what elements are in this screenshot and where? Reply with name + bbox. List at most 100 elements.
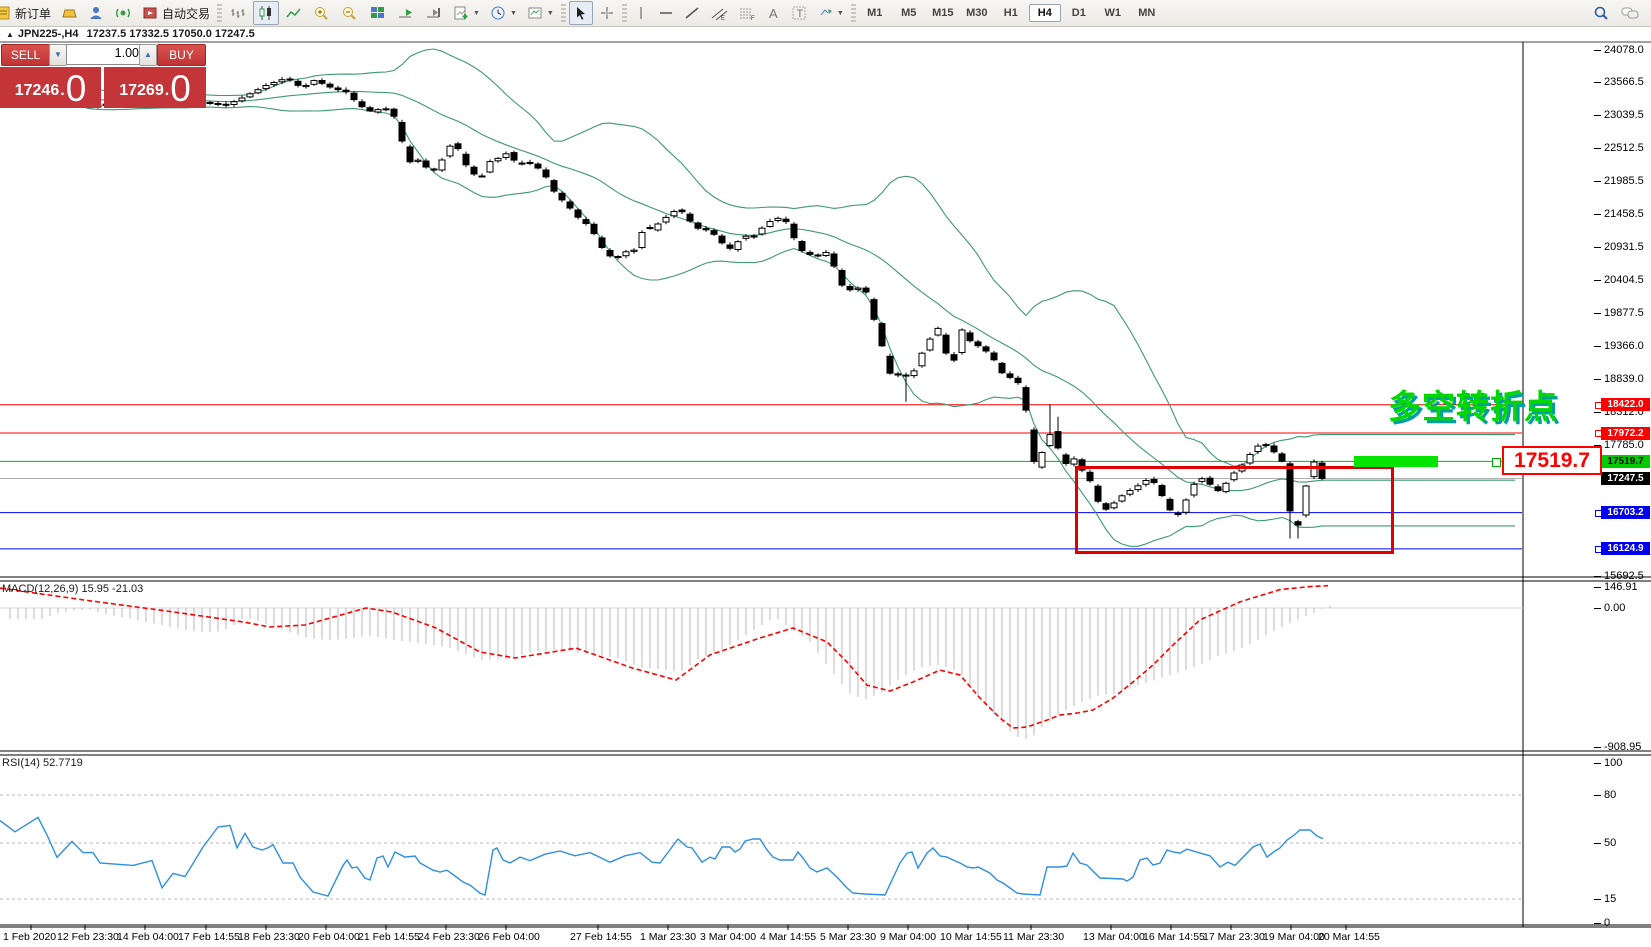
timeframe-m5-button[interactable]: M5 [901,7,917,19]
rsi-axis-label: 0 [1594,917,1610,929]
time-axis-label: 27 Feb 14:55 [570,931,632,943]
sell-price-button[interactable]: 17246. 0 [0,67,101,108]
horizontal-line-button[interactable] [654,1,678,25]
search-button[interactable] [1588,1,1614,25]
candlestick-chart-button[interactable] [253,1,280,25]
crosshair-button[interactable] [595,1,619,25]
tag-anchor-handle [1595,546,1602,553]
svg-text:F: F [751,16,755,21]
buy-price-pips: 0 [170,68,191,109]
broadcast-button[interactable] [111,1,136,25]
support-button[interactable] [84,1,109,25]
timeframe-m1-button[interactable]: M1 [867,7,883,19]
timeframe-h4-button[interactable]: H4 [1028,4,1061,22]
timeframe-m15-button[interactable]: M15 [932,7,954,19]
svg-text:E: E [721,16,725,21]
volume-down-button[interactable]: ▼ [49,44,67,66]
timeframe-m30-button[interactable]: M30 [966,7,988,19]
channel-button[interactable]: E [706,1,732,25]
buy-price-sep: . [164,82,170,99]
tile-windows-button[interactable] [365,1,391,25]
macd-axis-label: 146.91 [1594,581,1638,593]
toolbar-grip [621,4,627,22]
one-click-trading-panel: SELL ▼ 1.00 ▲ BUY 17246. 0 17269. 0 [0,44,206,108]
auto-scroll-button[interactable] [393,1,419,25]
shapes-button[interactable]: ▼ [814,1,848,25]
time-axis-label: 16 Mar 14:55 [1143,931,1205,943]
volume-input[interactable]: 1.00 [66,44,144,65]
buy-button[interactable]: BUY [157,44,206,66]
cursor-button[interactable] [568,1,593,25]
time-axis-label: 11 Mar 23:30 [1003,931,1065,943]
vertical-line-button[interactable] [630,1,652,25]
buy-price-button[interactable]: 17269. 0 [104,67,206,108]
tag-anchor-handle [1595,402,1602,409]
sell-price-pips: 0 [65,68,87,109]
rsi-axis-label: 15 [1594,893,1616,905]
price-tag: 17247.5 [1601,472,1650,485]
time-axis-label: 17 Mar 23:30 [1203,931,1265,943]
consolidation-box-annotation [1075,466,1394,554]
new-order-button[interactable]: 新订单 [0,1,55,25]
time-axis-label: 9 Mar 04:00 [880,931,937,943]
price-axis-label: 21458.5 [1594,208,1644,220]
label-button[interactable]: T [787,1,812,25]
price-axis-label: 18839.0 [1594,373,1644,385]
time-axis-label: 17 Feb 14:55 [178,931,240,943]
time-axis-label: 5 Mar 23:30 [820,931,877,943]
symbol-name: JPN225-,H4 [17,28,79,40]
price-callout: 17519.7 [1502,446,1602,475]
chat-button[interactable] [1616,1,1644,25]
chart-shift-button[interactable] [421,1,447,25]
indicators-button[interactable]: ▼ [449,1,484,25]
price-axis-label: 17785.0 [1594,439,1644,451]
turning-point-annotation: 多空转折点 [1388,388,1558,425]
trendline-button[interactable] [680,1,704,25]
text-button[interactable]: A [762,1,785,25]
collapse-icon[interactable]: ▲ [6,29,14,39]
price-tag: 16703.2 [1601,506,1650,519]
sell-button[interactable]: SELL [1,44,50,66]
price-axis-label: 24078.0 [1594,44,1644,56]
tag-anchor-handle [1595,510,1602,517]
breakout-level-bar [1354,456,1438,467]
rsi-axis-label: 50 [1594,837,1616,849]
timeframe-d1-button[interactable]: D1 [1071,7,1086,19]
volume-up-button[interactable]: ▲ [139,44,157,66]
bar-chart-button[interactable] [225,1,251,25]
templates-button[interactable]: ▼ [523,1,558,25]
deposit-button[interactable] [57,1,82,25]
timeframe-w1-button[interactable]: W1 [1104,7,1122,19]
periods-button[interactable]: ▼ [486,1,521,25]
svg-text:A: A [769,6,778,21]
price-tag: 17519.7 [1601,455,1650,468]
rsi-axis-label: 100 [1594,757,1622,769]
timeframe-h1-button[interactable]: H1 [1003,7,1018,19]
toolbar-grip [217,4,223,22]
zoom-out-button[interactable] [337,1,363,25]
rsi-axis-label: 80 [1594,789,1616,801]
callout-anchor-handle [1492,458,1501,467]
symbol-info-line: ▲ JPN225-,H4 17237.5 17332.5 17050.0 172… [0,27,1651,41]
price-tag: 17972.2 [1601,427,1650,440]
line-chart-button[interactable] [281,1,307,25]
price-axis-label: 20931.5 [1594,241,1644,253]
time-axis-label: 20 Mar 14:55 [1318,931,1380,943]
price-axis-label: 19877.5 [1594,307,1644,319]
fibonacci-button[interactable]: F [734,1,760,25]
rsi-indicator-label: RSI(14) 52.7719 [2,757,83,769]
price-tag: 18422.0 [1601,398,1650,411]
macd-axis-label: -908.95 [1594,741,1641,753]
toolbar-grip [850,4,856,22]
price-axis-label: 23039.5 [1594,109,1644,121]
timeframe-mn-button[interactable]: MN [1138,7,1156,19]
zoom-in-button[interactable] [309,1,335,25]
time-axis-label: 24 Feb 23:30 [418,931,480,943]
auto-trading-button[interactable]: 自动交易 [138,1,214,25]
time-axis-label: 12 Feb 23:30 [57,931,119,943]
price-axis-label: 23566.5 [1594,76,1644,88]
time-axis-label: 3 Mar 04:00 [700,931,757,943]
svg-text:T: T [796,8,803,20]
price-axis-label: 22512.5 [1594,142,1644,154]
